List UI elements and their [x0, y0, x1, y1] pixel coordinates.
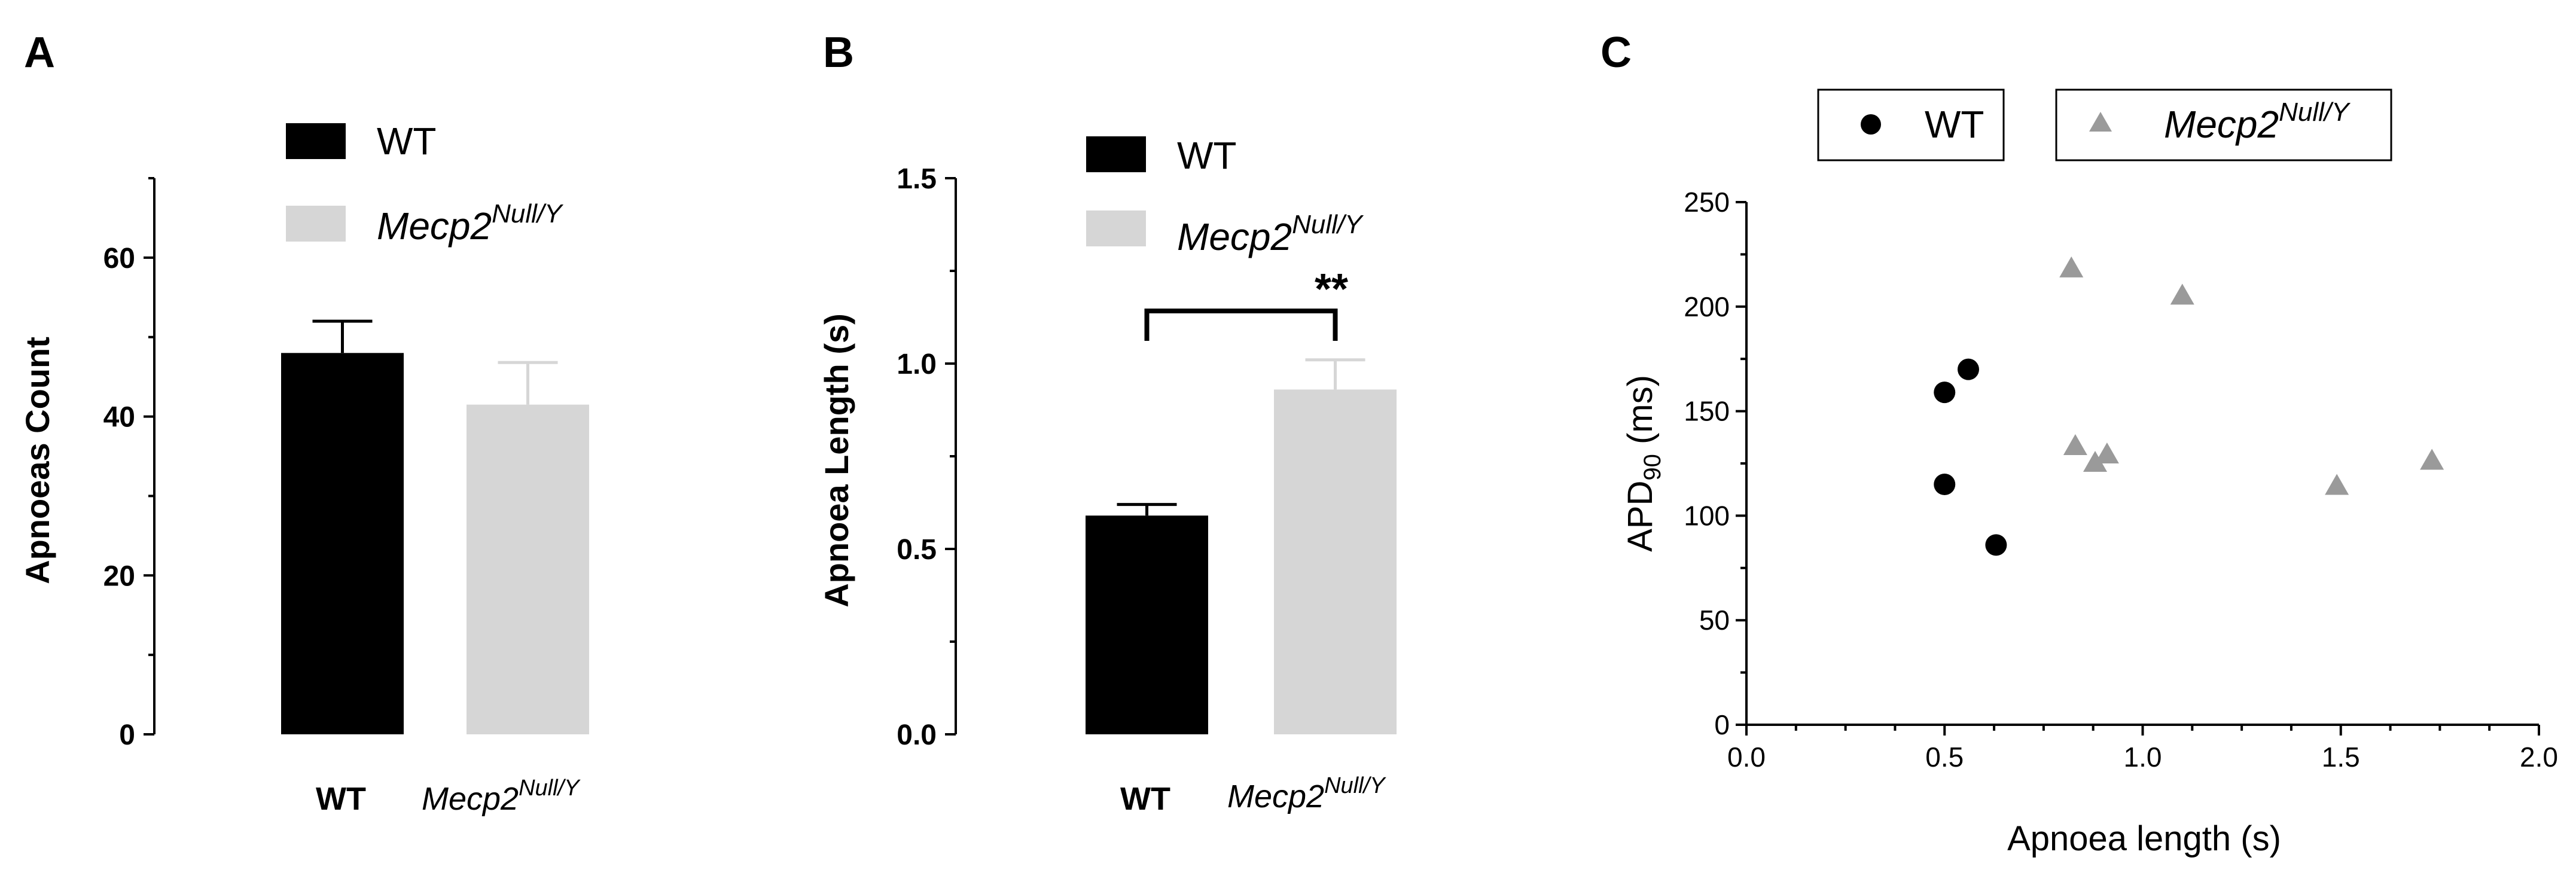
panel-label-c: C — [1601, 29, 1632, 77]
legend-label-wt: WT — [1925, 103, 1984, 146]
x-tick-label: 0.0 — [1727, 741, 1766, 773]
y-tick-label: 100 — [1684, 500, 1730, 531]
y-axis-label-b: Apnoea Length (s) — [818, 313, 855, 608]
category-label-wt: WT — [1120, 781, 1170, 817]
y-tick-label: 0.5 — [897, 534, 937, 566]
y-tick-label: 0.0 — [897, 719, 937, 751]
y-tick-label: 200 — [1684, 291, 1730, 322]
y-tick-label: 1.5 — [897, 163, 937, 195]
x-tick-label: 1.0 — [2124, 741, 2162, 773]
point-mecp2 — [2170, 283, 2194, 305]
category-label-mecp2: Mecp2Null/Y — [1227, 773, 1386, 814]
bar-wt — [281, 353, 404, 734]
category-label-wt: WT — [316, 781, 366, 817]
x-tick-label: 0.5 — [1925, 741, 1964, 773]
point-wt — [1934, 473, 1956, 495]
legend-b: WT Mecp2Null/Y — [1086, 134, 1364, 258]
y-axis-label-c: APD90 (ms) — [1621, 375, 1666, 552]
legend-label-mecp2: Mecp2Null/Y — [2164, 97, 2351, 146]
point-mecp2 — [2059, 256, 2084, 277]
category-labels-a: WT Mecp2Null/Y — [316, 776, 581, 817]
legend-label-wt: WT — [1177, 134, 1237, 177]
y-tick-label: 1.0 — [897, 349, 937, 380]
point-mecp2 — [2083, 451, 2107, 472]
x-tick-label: 2.0 — [2520, 741, 2558, 773]
panel-label-b: B — [823, 29, 854, 77]
legend-swatch-wt — [286, 123, 346, 159]
y-tick-label: 40 — [103, 402, 135, 434]
legend-box-wt — [1817, 89, 2005, 161]
bar-mecp2 — [467, 404, 589, 734]
legend-marker-wt — [1861, 114, 1881, 135]
category-label-mecp2: Mecp2Null/Y — [422, 776, 581, 817]
panel-label-a: A — [24, 29, 55, 77]
legend-swatch-mecp2 — [286, 206, 346, 242]
panel-c: C WT Mecp2Null/Y Apnoea length (s) APD90… — [1601, 29, 2558, 858]
category-labels-b: WT Mecp2Null/Y — [1120, 773, 1386, 817]
y-tick-label: 250 — [1684, 187, 1730, 218]
legend-swatch-mecp2 — [1086, 210, 1146, 246]
y-tick-label: 50 — [1699, 605, 1730, 636]
legend-marker-mecp2 — [2089, 112, 2112, 132]
legend-label-mecp2: Mecp2Null/Y — [377, 199, 563, 248]
point-mecp2 — [2325, 474, 2349, 495]
legend-c: WT Mecp2Null/Y — [1817, 89, 2392, 161]
bar-wt — [1086, 515, 1208, 734]
point-mecp2 — [2095, 443, 2119, 464]
significance-stars: ** — [1315, 266, 1348, 313]
legend-box-mecp2 — [2055, 89, 2392, 161]
y-tick-label: 150 — [1684, 396, 1730, 427]
legend-swatch-wt — [1086, 136, 1146, 172]
legend-a: WT Mecp2Null/Y — [286, 120, 563, 248]
point-wt — [1985, 534, 2007, 556]
legend-label-wt: WT — [377, 120, 437, 163]
legend-label-mecp2: Mecp2Null/Y — [1177, 210, 1364, 258]
y-tick-label: 20 — [103, 560, 135, 592]
y-axis-label-a: Apnoeas Count — [19, 337, 56, 584]
panel-b: B WT Mecp2Null/Y WT Mecp2Null/Y Apnoea L… — [818, 29, 1397, 817]
y-tick-label: 60 — [103, 243, 135, 274]
bar-mecp2 — [1274, 389, 1397, 734]
point-mecp2 — [2063, 434, 2087, 456]
significance-bracket — [1144, 309, 1338, 341]
point-wt — [1958, 358, 1979, 380]
x-tick-label: 1.5 — [2322, 741, 2360, 773]
y-tick-label: 0 — [1714, 709, 1730, 740]
y-tick-label: 0 — [119, 719, 135, 751]
x-axis-label-c: Apnoea length (s) — [2007, 819, 2281, 858]
point-wt — [1934, 382, 1956, 404]
panel-a: A WT Mecp2Null/Y WT Mecp2Null/Y Apnoeas … — [19, 29, 589, 817]
point-mecp2 — [2420, 448, 2444, 470]
